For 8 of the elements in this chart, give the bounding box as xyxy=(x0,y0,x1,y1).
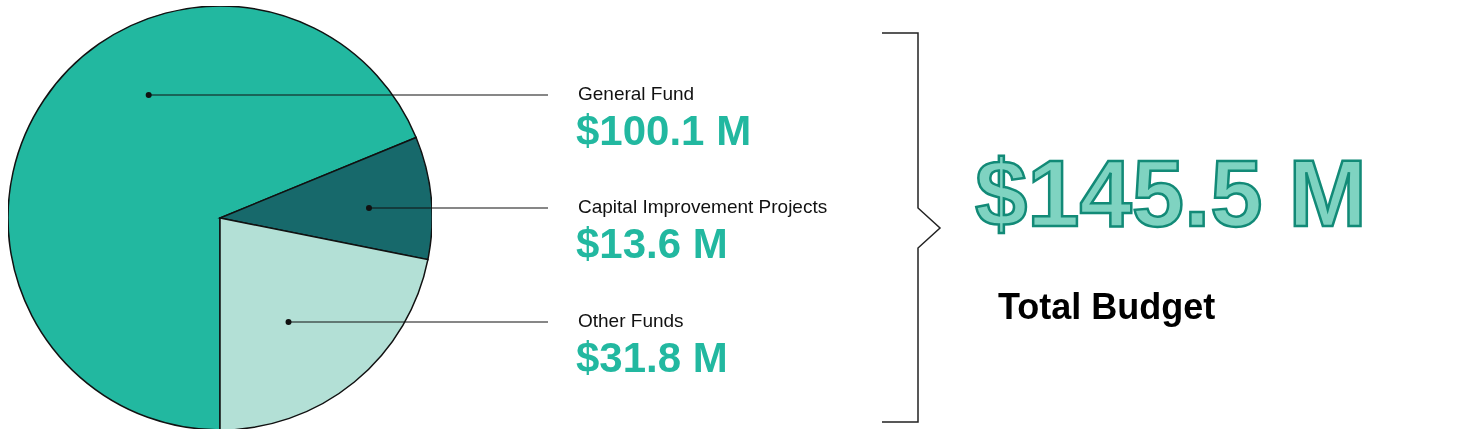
data-label: $13.6 M xyxy=(576,220,728,268)
text: $145.5 M xyxy=(975,140,1367,248)
text: Total Budget xyxy=(998,286,1216,328)
slice-label: General Fund xyxy=(578,83,695,105)
data-label: $100.1 M xyxy=(576,107,752,155)
slice-label: Capital Improvement Projects xyxy=(578,196,828,218)
data-label: $31.8 M xyxy=(576,334,728,382)
slice-label: Other Funds xyxy=(578,310,684,332)
